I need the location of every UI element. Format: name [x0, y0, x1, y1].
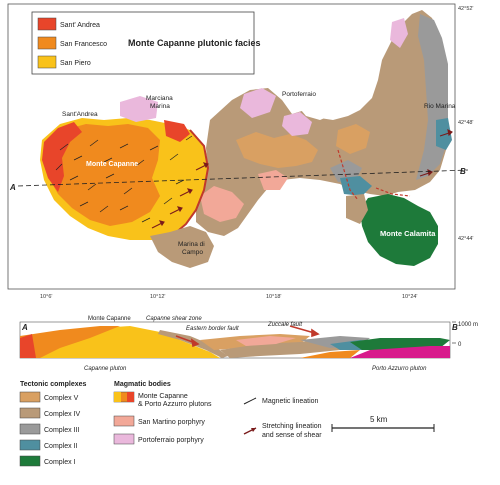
plutonic-facies-title: Monte Capanne plutonic facies: [128, 38, 261, 48]
complex-iii-label: Complex III: [44, 427, 79, 434]
magnetic-lineations: [55, 135, 193, 223]
complex-iii-central: [330, 160, 362, 182]
plutons-label-line1: Monte Capanne: [138, 393, 188, 400]
main-legend: Tectonic complexes Complex V Complex IV …: [19, 381, 435, 467]
san-martino-porphyry-area-2: [258, 170, 288, 190]
zuccale-fault-trace: [375, 187, 411, 197]
plutons-swatch-yellow: [114, 392, 121, 402]
magnetic-lineation-label: Magnetic lineation: [262, 398, 319, 405]
san-piero-label: San Piero: [60, 60, 91, 67]
san-martino-swatch: [113, 415, 135, 427]
plutons-swatch-red: [127, 392, 134, 402]
complex-v-area-east: [336, 124, 370, 154]
complex-i-label: Complex I: [44, 459, 76, 466]
section-label-a: A: [21, 323, 28, 332]
san-piero-swatch: [37, 55, 57, 69]
section-zuccale-fault-label: Zuccale fault: [267, 322, 302, 328]
marina-di-campo-line2: Campo: [182, 249, 203, 256]
rio-marina-place: Rio Marina: [424, 103, 456, 110]
eastern-fault-trace: [337, 149, 359, 201]
section-porto-azzurro-pluton: [350, 346, 450, 358]
longitude-2: 10°12': [150, 294, 166, 300]
latitude-1: 42°52': [458, 6, 474, 12]
sant-andrea-place: Sant'Andrea: [62, 111, 98, 118]
central-elba-complex-iv: [196, 10, 448, 236]
monte-capanne-place: Monte Capanne: [86, 161, 138, 168]
sant-andrea-swatch: [37, 17, 57, 31]
complex-ii-south: [340, 176, 372, 196]
portoferraio-label: Portoferraio porphyry: [138, 437, 204, 444]
complex-ii-east: [436, 118, 452, 150]
section-elev-0: 0: [458, 342, 462, 348]
marciana-marina-place-line1: Marciana: [146, 95, 173, 102]
section-porto-azzurro-label: Porto Azzurro pluton: [372, 366, 427, 372]
monte-calamita-complex-i: [360, 194, 438, 266]
san-martino-porphyry-area: [200, 186, 244, 222]
san-francesco-label: San Francesco: [60, 41, 107, 48]
san-francesco-facies: [44, 124, 160, 226]
section-line: [17, 169, 469, 187]
portoferraio-porphyry-area-2: [282, 112, 312, 136]
marina-di-campo-line1: Marina di: [178, 241, 205, 248]
plutonic-facies-legend: Sant' Andrea San Francesco San Piero Mon…: [31, 11, 261, 75]
stretching-lineation-line1: Stretching lineation: [262, 423, 322, 430]
san-martino-label: San Martino porphyry: [138, 419, 205, 426]
longitude-3: 10°18': [266, 294, 282, 300]
sant-andrea-facies: [42, 122, 82, 192]
section-shear-zone-label: Capanne shear zone: [146, 316, 202, 322]
portoferraio-bay: [296, 96, 334, 120]
portoferraio-swatch: [113, 433, 135, 445]
marciana-marina-place-line2: Marina: [150, 103, 170, 110]
plutons-label-line2: & Porto Azzurro plutons: [138, 401, 212, 408]
marina-di-campo-complex-iv: [150, 226, 214, 268]
complex-v-label: Complex V: [44, 395, 79, 402]
section-capanne-red: [20, 334, 36, 358]
section-fault-arrows: [175, 325, 320, 348]
complex-i-swatch: [19, 455, 41, 467]
complex-ii-swatch: [19, 439, 41, 451]
section-capanne-orange: [20, 326, 120, 358]
complex-ii-label: Complex II: [44, 443, 78, 450]
portoferraio-place: Portoferraio: [282, 91, 316, 98]
portoferraio-porphyry-area-3: [390, 18, 408, 48]
section-san-martino: [236, 336, 296, 346]
portoferraio-porphyry-area: [240, 88, 276, 118]
latitude-3: 42°44': [458, 236, 474, 242]
complex-v-area: [236, 132, 318, 168]
calamita-complex-iv-edge: [346, 194, 368, 224]
stretching-lineation-arrowhead: [251, 428, 256, 432]
sant-andrea-label: Sant' Andrea: [60, 22, 100, 29]
section-label-b: B: [452, 323, 458, 332]
section-elev-1000: 1000 m: [458, 322, 478, 328]
complex-iii-swatch: [19, 423, 41, 435]
monte-calamita-place: Monte Calamita: [380, 229, 436, 238]
map-section-b: B: [460, 167, 466, 176]
scale-bar-label: 5 km: [370, 415, 388, 424]
map-section-a: A: [9, 183, 16, 192]
section-monte-capanne: Monte Capanne: [88, 316, 131, 322]
pluton-margin: [171, 129, 210, 237]
marciana-porphyry: [120, 96, 158, 122]
complex-v-swatch: [19, 391, 41, 403]
section-porto-azzurro-orange: [300, 350, 360, 358]
section-eastern-fault-label: Eastern border fault: [186, 326, 239, 332]
magmatic-bodies-title: Magmatic bodies: [114, 381, 171, 388]
tectonic-complexes-title: Tectonic complexes: [20, 381, 87, 388]
complex-iv-label: Complex IV: [44, 411, 81, 418]
cross-section-panel: A B Monte Capanne Capanne shear zone Eas…: [19, 316, 478, 372]
map-panel: Sant' Andrea San Francesco San Piero Mon…: [7, 3, 474, 300]
sant-andrea-facies-2: [164, 120, 190, 142]
longitude-1: 10°6': [40, 294, 52, 300]
stretching-lineation-line2: and sense of shear: [262, 432, 322, 439]
magnetic-lineation-symbol: [243, 397, 257, 405]
complex-iv-swatch: [19, 407, 41, 419]
latitude-2: 42°48': [458, 120, 474, 126]
san-francesco-swatch: [37, 36, 57, 50]
section-capanne-pluton-label: Capanne pluton: [84, 366, 127, 372]
longitude-4: 10°24': [402, 294, 418, 300]
stretching-lineations: [151, 129, 453, 229]
